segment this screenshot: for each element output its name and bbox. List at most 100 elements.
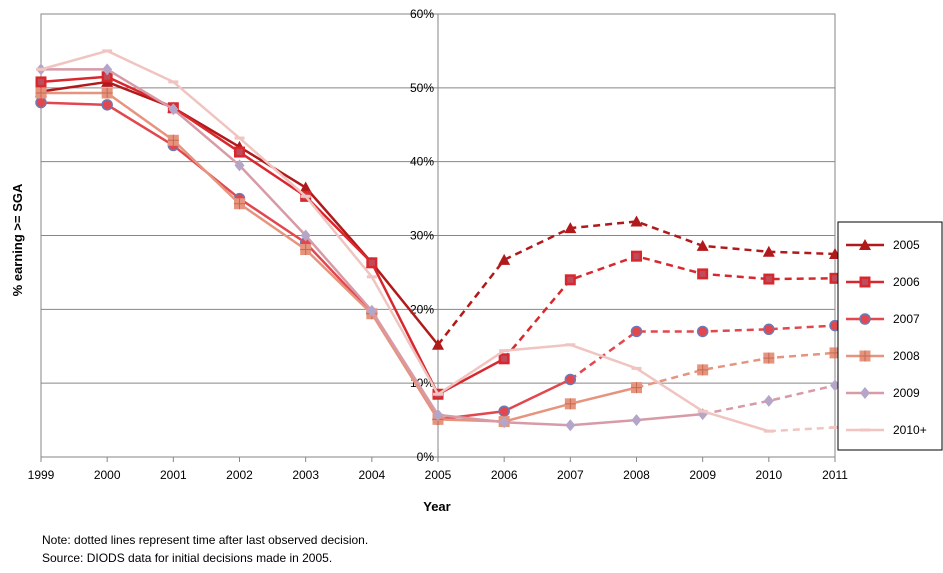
data-point [499, 416, 510, 429]
data-point [168, 103, 179, 116]
data-point [366, 257, 378, 269]
data-point [565, 419, 576, 432]
data-point [101, 99, 113, 111]
legend-label: 2005 [893, 238, 920, 252]
data-point [234, 146, 245, 158]
legend-label: 2006 [893, 275, 920, 289]
data-point [631, 414, 642, 427]
legend-item-2008: 2008 [846, 349, 920, 363]
legend-marker [859, 239, 871, 250]
legend: 2005 2006 2007 2008 2009 2010+ [837, 221, 943, 451]
gridlines [41, 14, 835, 457]
data-point [299, 181, 312, 193]
data-point [300, 244, 312, 256]
data-point [36, 67, 46, 71]
data-point [564, 373, 577, 386]
data-point [763, 273, 775, 285]
x-tick-label: 2002 [226, 468, 253, 482]
x-tick-label: 2003 [292, 468, 319, 482]
x-tick-label: 2007 [557, 468, 584, 482]
y-axis-title: % earning >= SGA [10, 183, 25, 296]
data-point [631, 382, 642, 394]
x-tick-label: 1999 [28, 468, 55, 482]
series-line-dashed [702, 384, 836, 416]
data-point [432, 338, 444, 350]
legend-item-2006: 2006 [846, 275, 920, 289]
x-axis-ticks: 1999 2000 2001 2002 2003 2004 2005 2006 2007 2008… [28, 457, 848, 482]
chart-source: Source: DIODS data for initial decisions… [42, 551, 333, 565]
data-point [433, 392, 443, 396]
legend-label: 2008 [893, 349, 920, 363]
data-point [234, 198, 245, 210]
data-point [101, 87, 113, 99]
y-tick-label: 40% [410, 155, 434, 169]
data-point [763, 352, 775, 364]
chart-note: Note: dotted lines represent time after … [42, 533, 369, 547]
legend-item-2009: 2009 [846, 386, 920, 400]
data-point [565, 343, 576, 347]
data-point [35, 76, 47, 88]
data-point [564, 398, 576, 410]
x-tick-label: 2011 [822, 468, 848, 482]
data-point [234, 159, 245, 172]
legend-marker [860, 428, 870, 432]
data-point [433, 408, 443, 421]
data-point [300, 229, 311, 242]
data-point [498, 405, 510, 417]
y-tick-label: 50% [410, 81, 434, 95]
x-tick-label: 2004 [358, 468, 385, 482]
data-point [35, 87, 47, 99]
x-tick-label: 2000 [94, 468, 121, 482]
data-point [763, 394, 774, 407]
data-point [366, 304, 377, 317]
legend-item-2010-plus: 2010+ [846, 423, 927, 437]
data-point [366, 275, 377, 279]
data-point [630, 215, 643, 227]
data-point [631, 250, 642, 262]
legend-item-2007: 2007 [846, 312, 920, 326]
data-point [498, 353, 510, 365]
legend-label: 2009 [893, 386, 920, 400]
x-tick-label: 2009 [689, 468, 716, 482]
y-tick-label: 20% [410, 302, 434, 316]
x-tick-label: 2006 [491, 468, 518, 482]
series-line-dashed [503, 254, 836, 360]
data-point [564, 274, 576, 286]
data-point [697, 364, 709, 376]
x-tick-label: 2005 [425, 468, 452, 482]
data-point [101, 71, 113, 83]
legend-marker [860, 387, 870, 399]
legend-marker [859, 276, 871, 288]
data-point [697, 409, 708, 413]
data-point [499, 349, 510, 353]
series-line-solid [40, 49, 770, 433]
series-line-solid [41, 91, 637, 423]
series-2009 [36, 63, 840, 432]
legend-marker [859, 350, 871, 362]
data-point [697, 268, 709, 280]
data-point [564, 222, 577, 234]
data-point [696, 325, 709, 338]
data-point [300, 194, 311, 198]
legend-item-2005: 2005 [846, 238, 920, 252]
legend-label: 2010+ [893, 423, 927, 437]
data-point [630, 325, 643, 338]
data-point [102, 63, 113, 76]
data-point [498, 253, 511, 265]
data-point [829, 272, 841, 284]
legend-label: 2007 [893, 312, 920, 326]
x-tick-label: 2008 [623, 468, 650, 482]
data-point [763, 323, 775, 336]
data-point [168, 80, 179, 84]
data-point [35, 96, 47, 109]
series-layer [35, 49, 841, 433]
x-axis-title: Year [423, 499, 450, 514]
data-point [167, 134, 179, 146]
y-tick-label: 60% [410, 7, 434, 21]
legend-marker [859, 313, 871, 325]
y-tick-label: 0% [417, 450, 435, 464]
series-line-dashed [636, 351, 836, 389]
series-2010-plus [36, 49, 840, 433]
data-point [763, 429, 774, 433]
data-point [234, 136, 245, 140]
